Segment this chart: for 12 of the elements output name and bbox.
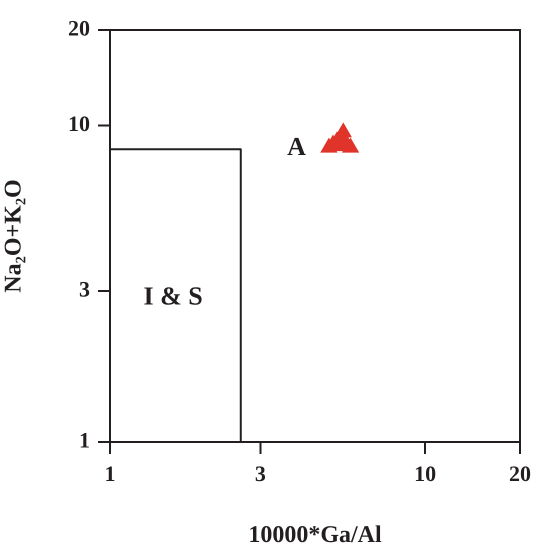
y-tick-label: 3 [79, 276, 90, 302]
x-tick-label: 3 [254, 460, 266, 486]
x-axis-title: 10000*Ga/Al [248, 522, 382, 548]
x-tick-label: 1 [104, 460, 116, 486]
y-axis-title: Na₂O+K₂O [0, 179, 27, 293]
annotation: I & S [144, 282, 203, 311]
x-tick-label: 20 [509, 460, 531, 486]
x-tick-label: 10 [414, 460, 436, 486]
y-tick-label: 20 [68, 16, 90, 41]
annotation: A [287, 132, 306, 161]
y-tick-label: 10 [68, 111, 90, 136]
y-tick-label: 1 [79, 428, 90, 453]
